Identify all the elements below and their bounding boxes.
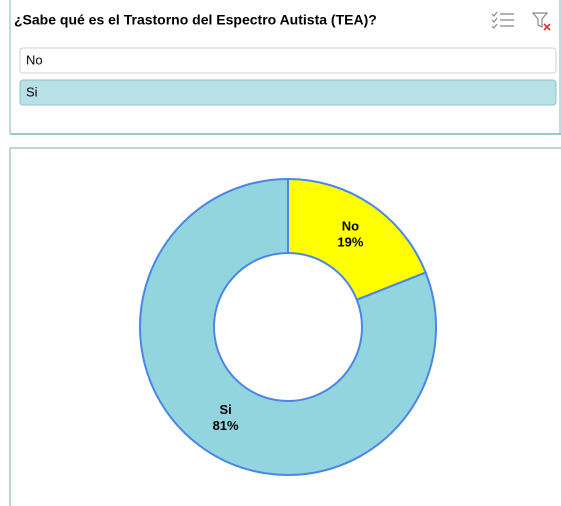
donut-slice (139, 177, 437, 476)
icon-lines (491, 11, 514, 29)
item-box (19, 79, 557, 106)
donut-slice (287, 177, 427, 302)
slice-category: No (342, 219, 359, 234)
slicer-item[interactable]: No (19, 47, 557, 74)
slicer: ¿Sabe qué es el Trastorno del Espectro A… (9, 0, 561, 135)
icon-x (543, 23, 551, 31)
clear-filter-icon[interactable] (531, 12, 551, 31)
item-label: No (26, 52, 43, 67)
item-box (19, 47, 557, 74)
slicer-title: ¿Sabe qué es el Trastorno del Espectro A… (14, 12, 377, 28)
item-label: Si (26, 84, 38, 99)
icon-funnel (531, 12, 549, 28)
multi-select-icon[interactable] (491, 11, 514, 29)
slice-value-label: 19% (337, 235, 363, 250)
slicer-item[interactable]: Si (19, 79, 557, 106)
slice-category: Si (219, 402, 231, 417)
slice-value-label: 81% (213, 418, 239, 433)
